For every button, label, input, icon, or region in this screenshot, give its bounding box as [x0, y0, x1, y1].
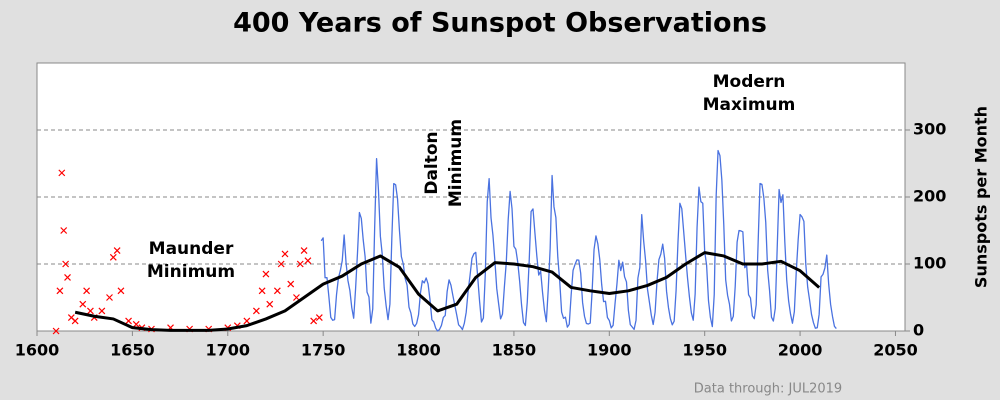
y-axis-label: Sunspots per Month — [972, 106, 991, 288]
y-tick-label: 300 — [913, 120, 946, 139]
y-tick-label: 0 — [913, 321, 924, 340]
annotation: Modern — [713, 72, 786, 92]
marker — [79, 300, 87, 308]
marker — [132, 320, 140, 328]
marker — [98, 307, 106, 315]
marker — [125, 317, 132, 325]
annotations: Maunder Minimum Dalton Minimum Modern Ma… — [147, 72, 795, 282]
x-tick-label: 1900 — [587, 341, 632, 360]
x-tick-label: 1700 — [206, 341, 251, 360]
series-line — [74, 251, 821, 332]
marker — [56, 287, 64, 295]
marker — [273, 287, 281, 295]
annotation: Maunder — [149, 239, 234, 259]
marker — [117, 287, 125, 295]
marker — [109, 253, 117, 261]
x-tick-label: 1850 — [492, 341, 537, 360]
marker — [287, 280, 295, 288]
y-tick-label: 100 — [913, 254, 946, 273]
y-tick-label: 200 — [913, 187, 946, 206]
x-tick-label: 1650 — [110, 341, 155, 360]
marker — [293, 294, 300, 301]
marker — [62, 260, 70, 268]
series-line — [320, 149, 837, 332]
marker — [71, 317, 79, 325]
marker — [304, 257, 312, 265]
marker — [281, 250, 289, 258]
marker — [262, 270, 270, 278]
footnote: Data through: JUL2019 — [694, 382, 842, 397]
annotation: Maximum — [703, 95, 796, 115]
marker — [258, 287, 266, 295]
marker — [106, 294, 113, 301]
marker — [252, 307, 260, 315]
x-tick-label: 2050 — [873, 341, 918, 360]
marker — [113, 247, 121, 255]
marker — [277, 260, 285, 268]
marker — [60, 227, 68, 234]
marker — [58, 169, 66, 177]
marker — [243, 317, 251, 325]
marker — [300, 247, 308, 255]
chart-title: 400 Years of Sunspot Observations — [233, 8, 767, 39]
marker — [86, 307, 94, 315]
marker — [52, 327, 60, 335]
annotation: Minimum — [446, 119, 466, 207]
annotation: Dalton — [422, 131, 442, 194]
marker — [266, 300, 274, 308]
marker — [315, 314, 323, 322]
x-tick-label: 1600 — [15, 341, 60, 360]
x-tick-label: 1950 — [682, 341, 727, 360]
x-tick-label: 1750 — [301, 341, 346, 360]
x-tick-label: 2000 — [778, 341, 823, 360]
x-tick-label: 1800 — [396, 341, 441, 360]
marker — [83, 287, 91, 295]
annotation: Minimum — [147, 262, 235, 282]
marker — [296, 260, 304, 268]
marker — [310, 317, 318, 325]
marker — [64, 273, 71, 281]
